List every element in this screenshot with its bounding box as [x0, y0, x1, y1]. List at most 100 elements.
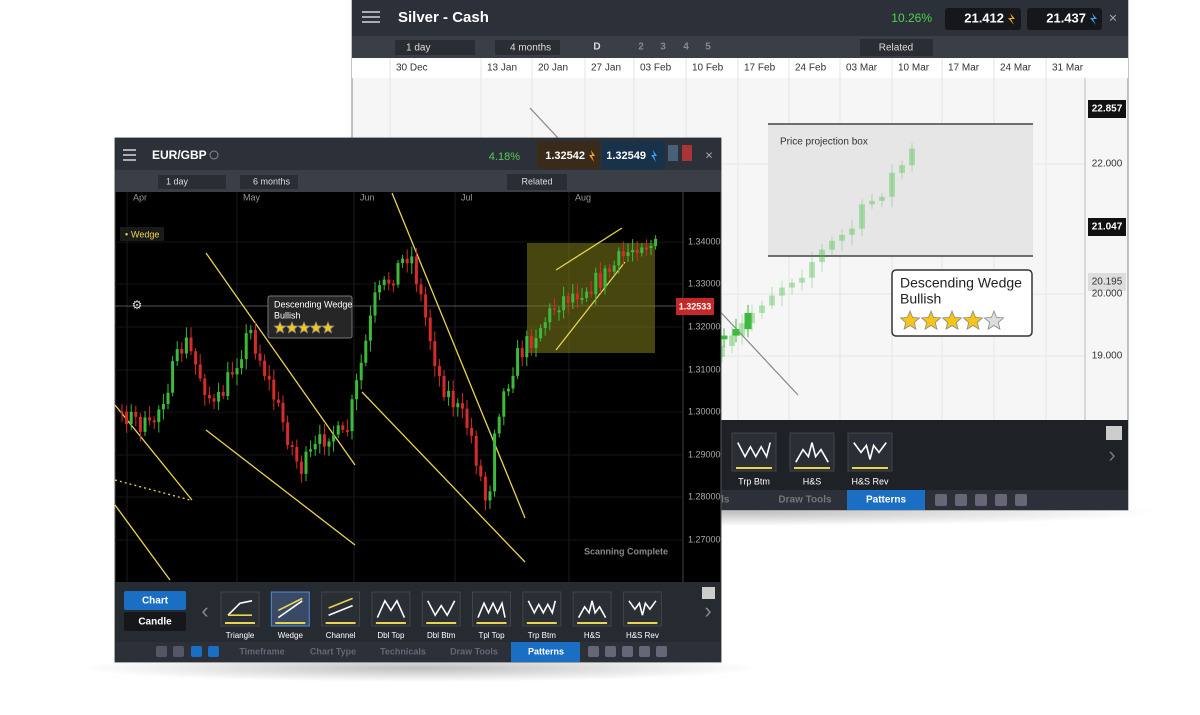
- price-label: 1.28000: [688, 491, 721, 501]
- ask-arrow: [651, 150, 657, 162]
- pattern-name[interactable]: H&S: [803, 476, 822, 486]
- pattern-name[interactable]: H&S: [584, 631, 600, 640]
- tool-icon[interactable]: [656, 646, 667, 657]
- tool-icon[interactable]: [995, 494, 1007, 506]
- chart-mode[interactable]: [124, 612, 186, 631]
- tool-icon[interactable]: [208, 646, 219, 657]
- tool-icon[interactable]: [955, 494, 967, 506]
- candle-body: [295, 446, 299, 462]
- candle-body: [161, 404, 165, 410]
- toolbar-button[interactable]: 5: [705, 42, 711, 53]
- timeframe[interactable]: 1 day: [406, 43, 430, 54]
- tool-icon[interactable]: [588, 646, 599, 657]
- crosshair-handle[interactable]: ⚙: [132, 298, 143, 312]
- pattern-icon[interactable]: [321, 591, 361, 627]
- tool-icon[interactable]: [975, 494, 987, 506]
- timeframe-button[interactable]: [395, 40, 475, 55]
- pattern-name[interactable]: Trp Btm: [738, 476, 770, 486]
- related-button[interactable]: [507, 174, 567, 190]
- pattern-icon[interactable]: [220, 591, 260, 627]
- tool-icon[interactable]: [639, 646, 650, 657]
- ask-box[interactable]: [1027, 8, 1102, 30]
- timeframe-button[interactable]: [158, 175, 226, 189]
- toolbar-button[interactable]: 4: [683, 42, 689, 53]
- candle-body: [433, 341, 437, 366]
- tab[interactable]: Patterns: [866, 495, 906, 506]
- candle-body: [470, 427, 474, 436]
- period[interactable]: 6 months: [253, 176, 291, 186]
- toolbar-button[interactable]: 3: [660, 42, 666, 53]
- close-button[interactable]: ×: [705, 147, 713, 162]
- tool-icon[interactable]: [156, 646, 167, 657]
- month-label: Jun: [360, 192, 375, 202]
- pattern-icon[interactable]: [847, 432, 893, 472]
- tab[interactable]: Draw Tools: [450, 646, 498, 656]
- chart-mode-active[interactable]: [124, 591, 186, 610]
- candle-body: [899, 165, 905, 173]
- timeframe[interactable]: 1 day: [166, 176, 189, 186]
- pattern-name[interactable]: H&S Rev: [626, 631, 659, 640]
- tool-icon[interactable]: [173, 646, 184, 657]
- pattern-icon[interactable]: [472, 591, 511, 627]
- related[interactable]: Related: [521, 176, 552, 186]
- candle-body: [364, 340, 368, 363]
- tool-icon[interactable]: [191, 646, 202, 657]
- collapse-button[interactable]: [702, 587, 715, 599]
- related-button[interactable]: [860, 39, 933, 56]
- pattern-name[interactable]: Trp Btm: [528, 631, 556, 640]
- next-arrow[interactable]: ›: [704, 598, 711, 623]
- pattern-name[interactable]: H&S Rev: [851, 476, 889, 486]
- tab[interactable]: Draw Tools: [778, 495, 832, 506]
- pattern-name[interactable]: Channel: [326, 631, 356, 640]
- bid-box[interactable]: [945, 8, 1021, 30]
- chart-mode-label[interactable]: Chart: [142, 596, 169, 607]
- next-arrow[interactable]: ›: [1108, 442, 1115, 467]
- period-button[interactable]: [495, 40, 560, 55]
- related[interactable]: Related: [879, 43, 913, 54]
- tab[interactable]: Technicals: [380, 646, 426, 656]
- window-icon[interactable]: [668, 145, 678, 161]
- pattern-name[interactable]: Wedge: [278, 631, 304, 640]
- pattern-name[interactable]: Triangle: [226, 631, 255, 640]
- tag-dot: •: [125, 229, 128, 239]
- tool-icon[interactable]: [605, 646, 616, 657]
- tab[interactable]: Timeframe: [239, 646, 284, 656]
- candle-body: [304, 451, 308, 474]
- search-icon[interactable]: [209, 150, 219, 160]
- pattern-icon[interactable]: [421, 591, 461, 627]
- period-button[interactable]: [240, 175, 298, 189]
- price-label: 1.33000: [688, 278, 721, 288]
- chart-mode-label[interactable]: Candle: [138, 617, 172, 628]
- candle-body: [649, 245, 653, 248]
- pattern-name[interactable]: Tpl Top: [478, 631, 505, 640]
- tool-icon[interactable]: [935, 494, 947, 506]
- close-button[interactable]: ×: [1109, 10, 1117, 26]
- pattern-name[interactable]: Dbl Btm: [427, 631, 456, 640]
- pattern-icon[interactable]: [572, 591, 612, 627]
- toolbar-button[interactable]: D: [593, 42, 600, 53]
- pattern-name[interactable]: Dbl Top: [377, 631, 405, 640]
- pattern-glyph: [426, 600, 456, 617]
- candle-body: [134, 411, 138, 417]
- candle-body: [120, 411, 124, 414]
- candle-body: [571, 293, 575, 303]
- pattern-icon[interactable]: [789, 432, 835, 472]
- prev-arrow[interactable]: ‹: [201, 598, 208, 623]
- pattern-tag[interactable]: [120, 227, 164, 241]
- candle-body: [493, 433, 497, 492]
- candle-body: [644, 247, 648, 250]
- active-tab[interactable]: [511, 642, 580, 662]
- pattern-icon[interactable]: [622, 591, 662, 627]
- active-tab[interactable]: [847, 490, 925, 510]
- period[interactable]: 4 months: [510, 43, 551, 54]
- tool-icon[interactable]: [1015, 494, 1027, 506]
- window-icon[interactable]: [682, 145, 692, 161]
- candle-body: [739, 323, 745, 336]
- toolbar-button[interactable]: 2: [638, 42, 644, 53]
- tool-icon[interactable]: [622, 646, 633, 657]
- candle-body: [355, 380, 359, 400]
- tab[interactable]: Patterns: [528, 646, 564, 656]
- tab[interactable]: Chart Type: [310, 646, 356, 656]
- candle-body: [859, 204, 865, 229]
- collapse-button[interactable]: [1106, 426, 1122, 440]
